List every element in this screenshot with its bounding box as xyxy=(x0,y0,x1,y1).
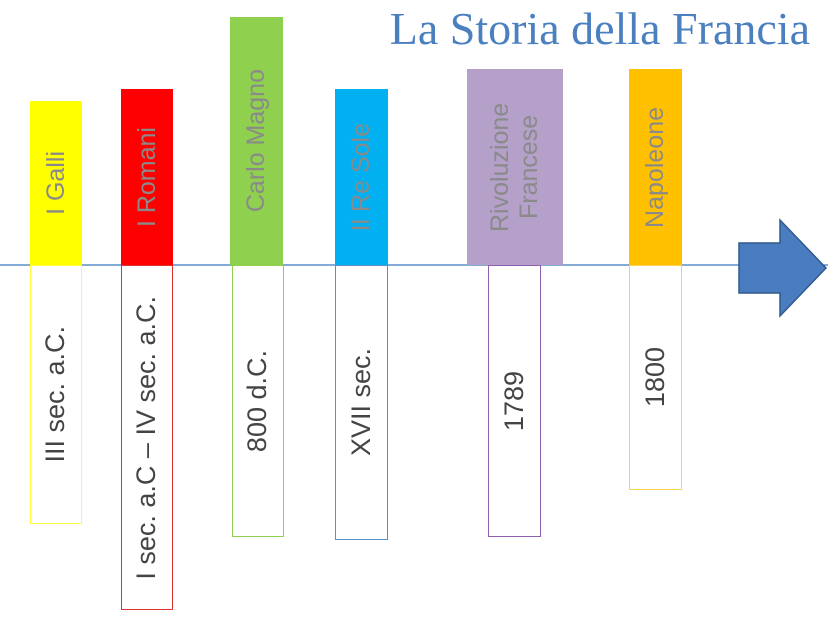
era-date: 1800 xyxy=(639,347,670,408)
era-label: Il Re Sole xyxy=(347,122,376,232)
era-date: III sec. a.C. xyxy=(40,326,71,463)
date-box: 1789 xyxy=(488,265,541,537)
title: La Storia della Francia xyxy=(389,3,810,54)
era-date: 1789 xyxy=(498,370,529,432)
era-box: I Romani xyxy=(121,89,173,265)
era-label: I Romani xyxy=(132,126,161,228)
era-label: Carlo Magno xyxy=(242,69,271,213)
date-box: 1800 xyxy=(629,265,682,490)
date-box: 800 d.C. xyxy=(232,265,284,537)
era-box: Il Re Sole xyxy=(335,89,388,265)
era-box: I Galli xyxy=(30,101,82,265)
era-date: 800 d.C. xyxy=(242,349,273,453)
date-box: I sec. a.C – IV sec. a.C. xyxy=(121,265,173,610)
era-label: I Galli xyxy=(41,151,70,215)
era-box: Rivoluzione Francese xyxy=(467,69,563,265)
arrow xyxy=(738,218,828,318)
era-box: Carlo Magno xyxy=(230,17,283,265)
era-date: I sec. a.C – IV sec. a.C. xyxy=(131,295,162,580)
era-box: Napoleone xyxy=(629,69,682,265)
date-box: III sec. a.C. xyxy=(30,265,82,524)
date-box: XVII sec. xyxy=(335,265,388,540)
era-label: Napoleone xyxy=(641,106,670,228)
era-label: Rivoluzione Francese xyxy=(486,102,543,232)
era-date: XVII sec. xyxy=(345,348,376,457)
